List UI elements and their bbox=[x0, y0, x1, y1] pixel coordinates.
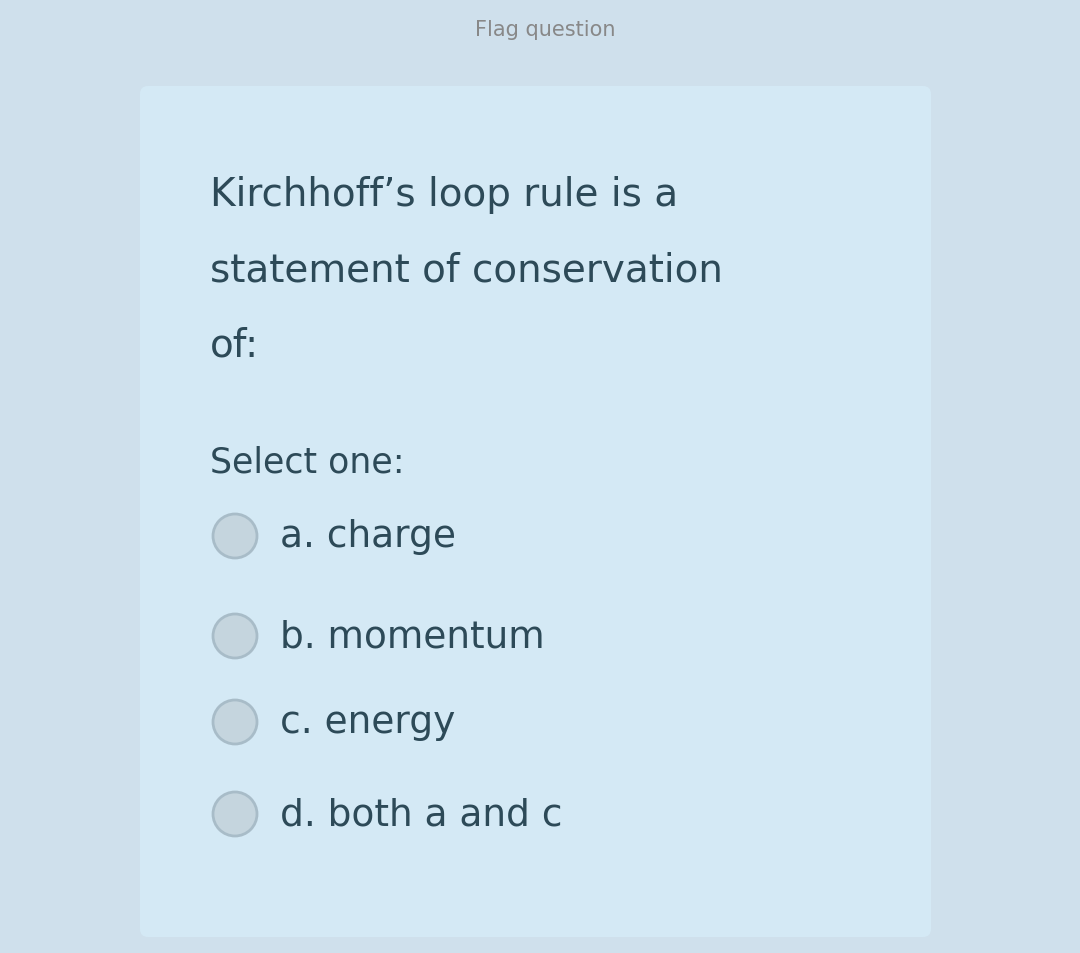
Circle shape bbox=[213, 700, 257, 744]
FancyBboxPatch shape bbox=[140, 87, 931, 937]
Text: statement of conservation: statement of conservation bbox=[210, 251, 723, 289]
Text: Select one:: Select one: bbox=[210, 444, 405, 478]
Text: c. energy: c. energy bbox=[280, 704, 456, 740]
Text: Flag question: Flag question bbox=[475, 20, 616, 40]
Circle shape bbox=[213, 792, 257, 836]
Circle shape bbox=[213, 615, 257, 659]
Text: Kirchhoff’s loop rule is a: Kirchhoff’s loop rule is a bbox=[210, 175, 678, 213]
Text: b. momentum: b. momentum bbox=[280, 618, 544, 655]
Text: d. both a and c: d. both a and c bbox=[280, 796, 563, 832]
Text: a. charge: a. charge bbox=[280, 518, 456, 555]
Text: of:: of: bbox=[210, 326, 259, 364]
Circle shape bbox=[213, 515, 257, 558]
